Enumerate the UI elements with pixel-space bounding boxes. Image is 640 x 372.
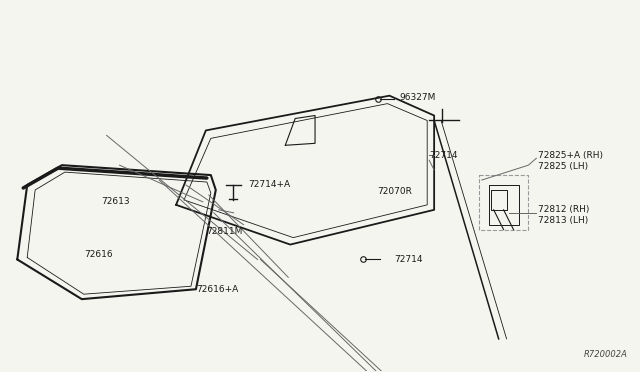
Text: 72714: 72714 xyxy=(429,151,458,160)
Text: 72825+A (RH): 72825+A (RH) xyxy=(538,151,604,160)
Text: 96327M: 96327M xyxy=(399,93,436,102)
Text: 72613: 72613 xyxy=(102,198,131,206)
Text: R720002A: R720002A xyxy=(584,350,628,359)
Text: 72813 (LH): 72813 (LH) xyxy=(538,216,589,225)
Text: 72825 (LH): 72825 (LH) xyxy=(538,162,589,171)
Text: 72070R: 72070R xyxy=(378,187,412,196)
Text: 72812 (RH): 72812 (RH) xyxy=(538,205,589,214)
Text: 72616+A: 72616+A xyxy=(196,285,238,294)
Text: 72811M: 72811M xyxy=(206,227,242,236)
Text: 72616: 72616 xyxy=(84,250,113,259)
Text: 72714: 72714 xyxy=(394,255,423,264)
Text: 72714+A: 72714+A xyxy=(248,180,291,189)
